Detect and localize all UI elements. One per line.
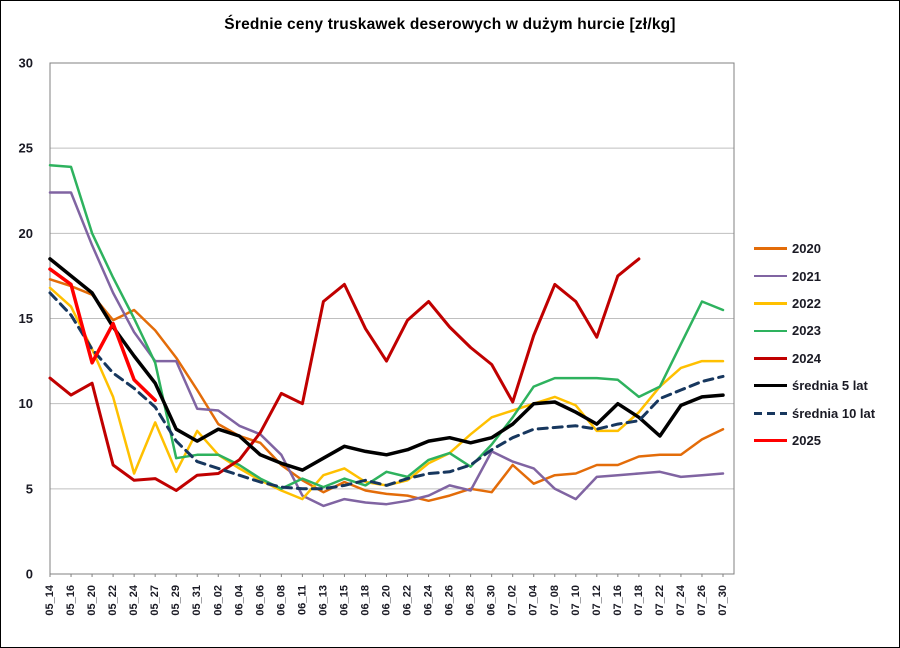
- x-axis-tick-label: 07_16: [612, 585, 624, 616]
- legend-item-2024: 2024: [754, 345, 894, 372]
- x-axis-tick-label: 05_24: [128, 584, 140, 615]
- x-axis-tick-label: 06_15: [338, 585, 350, 616]
- legend-item-średnia-5-lat: średnia 5 lat: [754, 372, 894, 399]
- x-axis-tick-label: 05_31: [191, 585, 203, 616]
- x-axis-tick-label: 07_02: [507, 585, 519, 616]
- series-line-2025: [48, 267, 157, 403]
- chart-legend: 2020 2021 2022 2023 2024 średnia 5 lat średnia…: [754, 235, 894, 454]
- x-axis-tick-label: 06_02: [212, 585, 224, 616]
- legend-item-2021: 2021: [754, 262, 894, 289]
- x-axis-tick-label: 06_22: [402, 585, 414, 616]
- x-axis-tick-label: 05_22: [107, 585, 119, 616]
- legend-label: 2020: [792, 241, 821, 257]
- legend-swatch-icon: [754, 383, 787, 388]
- legend-label: 2024: [792, 350, 821, 366]
- x-axis-tick-label: 06_08: [275, 585, 287, 616]
- legend-label: 2022: [792, 295, 821, 311]
- x-axis-tick-label: 05_20: [86, 585, 98, 616]
- x-axis-tick-label: 06_26: [444, 585, 456, 616]
- legend-label: 2025: [792, 432, 821, 448]
- x-axis-tick-label: 05_29: [170, 585, 182, 616]
- legend-swatch-icon: [754, 329, 787, 333]
- x-axis-tick-label: 07_10: [570, 585, 582, 616]
- x-axis-tick-label: 06_06: [254, 585, 266, 616]
- x-axis-tick-label: 07_12: [591, 585, 603, 616]
- x-axis-tick-label: 06_20: [381, 585, 393, 616]
- x-axis-tick-label: 05_27: [149, 585, 161, 616]
- series-line-2024: [48, 257, 641, 492]
- x-axis-tick-label: 06_13: [317, 585, 329, 616]
- legend-swatch-icon: [754, 302, 787, 305]
- x-axis-tick-label: 07_08: [549, 585, 561, 616]
- y-axis-tick-label: 25: [19, 141, 33, 156]
- x-axis-tick-label: 06_18: [359, 585, 371, 616]
- legend-swatch-icon: [754, 356, 787, 360]
- y-axis-tick-label: 5: [26, 481, 33, 496]
- legend-swatch-icon: [754, 247, 787, 250]
- x-axis-tick-label: 06_04: [233, 584, 245, 615]
- series-line-średnia-10-lat: [48, 291, 725, 491]
- x-axis-tick-label: 06_11: [296, 585, 308, 615]
- legend-label: 2023: [792, 323, 821, 339]
- y-axis-tick-label: 15: [19, 311, 33, 326]
- x-axis-tick-label: 07_04: [528, 584, 540, 615]
- x-axis-tick-label: 07_22: [654, 585, 666, 616]
- x-axis-tick-label: 06_30: [486, 585, 498, 616]
- x-axis-tick-label: 07_26: [696, 585, 708, 616]
- series-line-2020: [48, 278, 725, 503]
- legend-item-2023: 2023: [754, 317, 894, 344]
- x-axis-tick-label: 07_30: [717, 585, 729, 616]
- series-line-2021: [48, 191, 725, 508]
- legend-label: średnia 5 lat: [792, 378, 868, 394]
- x-axis-tick-label: 06_28: [465, 585, 477, 616]
- x-axis-tick-label: 07_18: [633, 585, 645, 616]
- legend-item-2022: 2022: [754, 290, 894, 317]
- legend-item-2025: 2025: [754, 427, 894, 454]
- y-axis-tick-label: 10: [19, 396, 33, 411]
- y-axis-tick-label: 30: [19, 56, 33, 71]
- legend-item-średnia-10-lat: średnia 10 lat: [754, 399, 894, 426]
- x-axis-tick-label: 05_16: [65, 585, 77, 616]
- x-axis-tick-label: 06_24: [423, 584, 435, 615]
- y-axis-tick-label: 20: [19, 226, 33, 241]
- chart-title: Średnie ceny truskawek deserowych w duży…: [224, 16, 676, 33]
- legend-swatch-icon: [754, 411, 787, 415]
- legend-swatch-icon: [754, 274, 787, 278]
- legend-label: 2021: [792, 268, 821, 284]
- y-axis-tick-label: 0: [26, 567, 33, 582]
- legend-swatch-icon: [754, 438, 787, 443]
- series-line-średnia-5-lat: [48, 257, 725, 472]
- x-axis-tick-label: 05_14: [44, 584, 56, 615]
- legend-label: średnia 10 lat: [792, 405, 876, 421]
- legend-item-2020: 2020: [754, 235, 894, 262]
- x-axis-tick-label: 07_24: [675, 584, 687, 615]
- series-line-2022: [48, 286, 725, 501]
